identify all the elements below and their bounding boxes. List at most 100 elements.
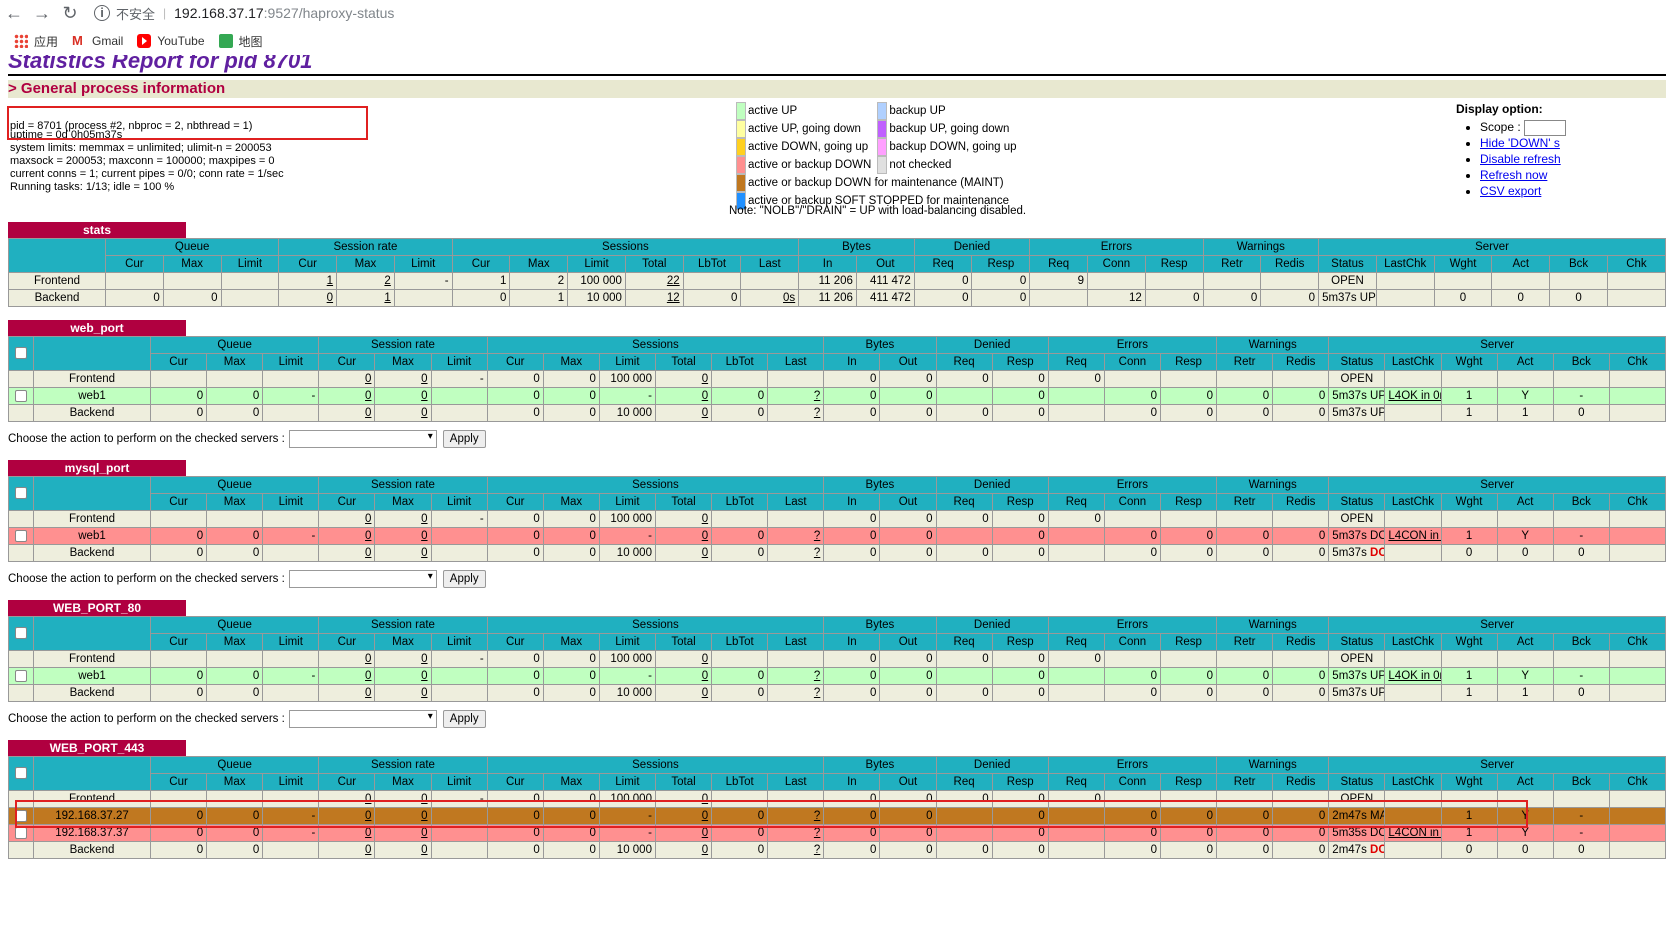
select-all-checkbox[interactable] (15, 627, 27, 640)
group-header: Denied (913, 238, 1031, 256)
apply-button[interactable]: Apply (442, 430, 486, 448)
refresh-now-link[interactable]: Refresh now (1480, 168, 1548, 182)
lastchk-link[interactable]: L4OK in 0ms (1388, 670, 1440, 682)
select-all-checkbox[interactable] (15, 347, 27, 360)
stat-cell: 0 (542, 510, 600, 528)
lastchk-link[interactable]: L4CON in 0ms (1388, 827, 1440, 839)
bookmark-gmail[interactable]: M Gmail (72, 34, 123, 49)
server-checkbox[interactable] (15, 389, 27, 402)
stat-value[interactable]: 0 (365, 810, 372, 822)
stat-value[interactable]: ? (813, 390, 821, 402)
arrow-left-icon[interactable]: ← (5, 2, 23, 23)
lastchk-link[interactable]: L4CON in 0ms (1388, 530, 1440, 542)
stat-value[interactable]: 0 (701, 793, 709, 805)
action-select[interactable] (288, 430, 437, 448)
stat-cell (1496, 510, 1554, 528)
disable-refresh-link[interactable]: Disable refresh (1480, 152, 1561, 166)
url-field[interactable]: 192.168.37.17:9527/haproxy-status (174, 5, 394, 21)
stat-value[interactable]: 0 (701, 530, 709, 542)
stat-value[interactable]: 0 (365, 513, 372, 525)
server-checkbox[interactable] (15, 529, 27, 542)
stat-value[interactable]: 0 (701, 390, 709, 402)
stat-value[interactable]: 0 (421, 653, 428, 665)
stat-value[interactable]: 0 (701, 407, 709, 419)
hide-down-link[interactable]: Hide 'DOWN' s (1480, 136, 1560, 150)
bookmark-maps[interactable]: 地图 (218, 33, 263, 50)
stat-value: 0 (533, 670, 540, 682)
stat-value[interactable]: 0 (421, 530, 428, 542)
stat-value[interactable]: ? (813, 827, 821, 839)
stat-value: 0 (589, 687, 596, 699)
stat-value[interactable]: 0 (365, 827, 372, 839)
stat-value[interactable]: 0 (701, 513, 709, 525)
bookmark-apps[interactable]: 应用 (14, 33, 58, 50)
stat-value: 0 (1150, 547, 1157, 559)
stat-value[interactable]: 1 (384, 292, 391, 304)
stat-value[interactable]: ? (813, 810, 821, 822)
server-checkbox[interactable] (15, 669, 27, 682)
stat-value[interactable]: ? (813, 687, 821, 699)
select-all-checkbox[interactable] (15, 767, 27, 780)
lastchk-link[interactable]: L4OK in 0ms (1388, 390, 1440, 402)
stat-value: 9 (1077, 275, 1085, 287)
csv-export-link[interactable]: CSV export (1480, 184, 1542, 198)
stat-value[interactable]: 22 (666, 275, 680, 287)
stat-value[interactable]: 0 (421, 793, 428, 805)
stat-value[interactable]: 0 (365, 530, 372, 542)
stat-value[interactable]: 0 (365, 670, 372, 682)
stat-value[interactable]: 0 (421, 827, 428, 839)
stat-value[interactable]: 0 (701, 653, 709, 665)
reload-icon[interactable]: ↻ (62, 2, 78, 23)
stat-value[interactable]: 0 (365, 547, 372, 559)
stat-value[interactable]: 0 (421, 373, 428, 385)
table-header-row: Queue Session rate Sessions Bytes Denied Erro… (8, 336, 1666, 371)
stat-value: 0 (870, 407, 877, 419)
stat-value[interactable]: 0 (421, 687, 428, 699)
arrow-right-icon[interactable]: → (33, 2, 51, 23)
stat-value[interactable]: 0 (365, 687, 372, 699)
stat-value[interactable]: 0 (701, 373, 709, 385)
stat-value[interactable]: ? (813, 407, 821, 419)
stat-value[interactable]: 0 (701, 827, 709, 839)
stat-value[interactable]: 0 (365, 653, 372, 665)
stat-value[interactable]: 0 (701, 810, 709, 822)
column-header: Cur (486, 773, 544, 791)
info-icon[interactable]: i (94, 5, 110, 21)
stat-value[interactable]: 0 (326, 292, 334, 304)
stat-value[interactable]: 0 (421, 810, 428, 822)
stat-value[interactable]: 0 (365, 793, 372, 805)
stat-value[interactable]: 2 (384, 275, 391, 287)
stat-value[interactable]: 12 (666, 292, 680, 304)
stat-value[interactable]: 0 (421, 513, 428, 525)
apply-button[interactable]: Apply (442, 710, 486, 728)
apply-button[interactable]: Apply (442, 570, 486, 588)
stat-value[interactable]: ? (813, 530, 821, 542)
stat-value[interactable]: 0 (421, 390, 428, 402)
stat-value[interactable]: 0 (421, 844, 428, 856)
stat-value[interactable]: 0 (365, 407, 372, 419)
stat-value[interactable]: 0 (701, 844, 709, 856)
stat-cell (1384, 370, 1442, 388)
stat-value[interactable]: 0 (421, 547, 428, 559)
stat-value[interactable]: 0 (701, 547, 709, 559)
bookmark-youtube[interactable]: YouTube (137, 34, 205, 48)
server-checkbox[interactable] (15, 826, 27, 839)
table-row: Backend 0 0 0 0 0 0 10 000 0 0? 0 0 0 0 0 0 0 0 5m37s UP 1 1… (8, 684, 1666, 702)
stat-value[interactable]: 0 (421, 407, 428, 419)
action-select[interactable] (288, 570, 437, 588)
stat-value[interactable]: ? (813, 547, 821, 559)
stat-value[interactable]: 1 (326, 275, 334, 287)
stat-value[interactable]: 0 (701, 687, 709, 699)
action-select[interactable] (288, 710, 437, 728)
select-all-checkbox[interactable] (15, 487, 27, 500)
stat-value[interactable]: ? (813, 844, 821, 856)
stat-value[interactable]: 0 (365, 390, 372, 402)
stat-value[interactable]: 0 (421, 670, 428, 682)
stat-value: 0 (1308, 292, 1316, 304)
stat-value[interactable]: 0 (365, 844, 372, 856)
stat-value[interactable]: 0 (365, 373, 372, 385)
stat-value[interactable]: ? (813, 670, 821, 682)
scope-input[interactable] (1524, 120, 1567, 136)
stat-value[interactable]: 0 (701, 670, 709, 682)
stat-value[interactable]: 0s (783, 292, 796, 304)
